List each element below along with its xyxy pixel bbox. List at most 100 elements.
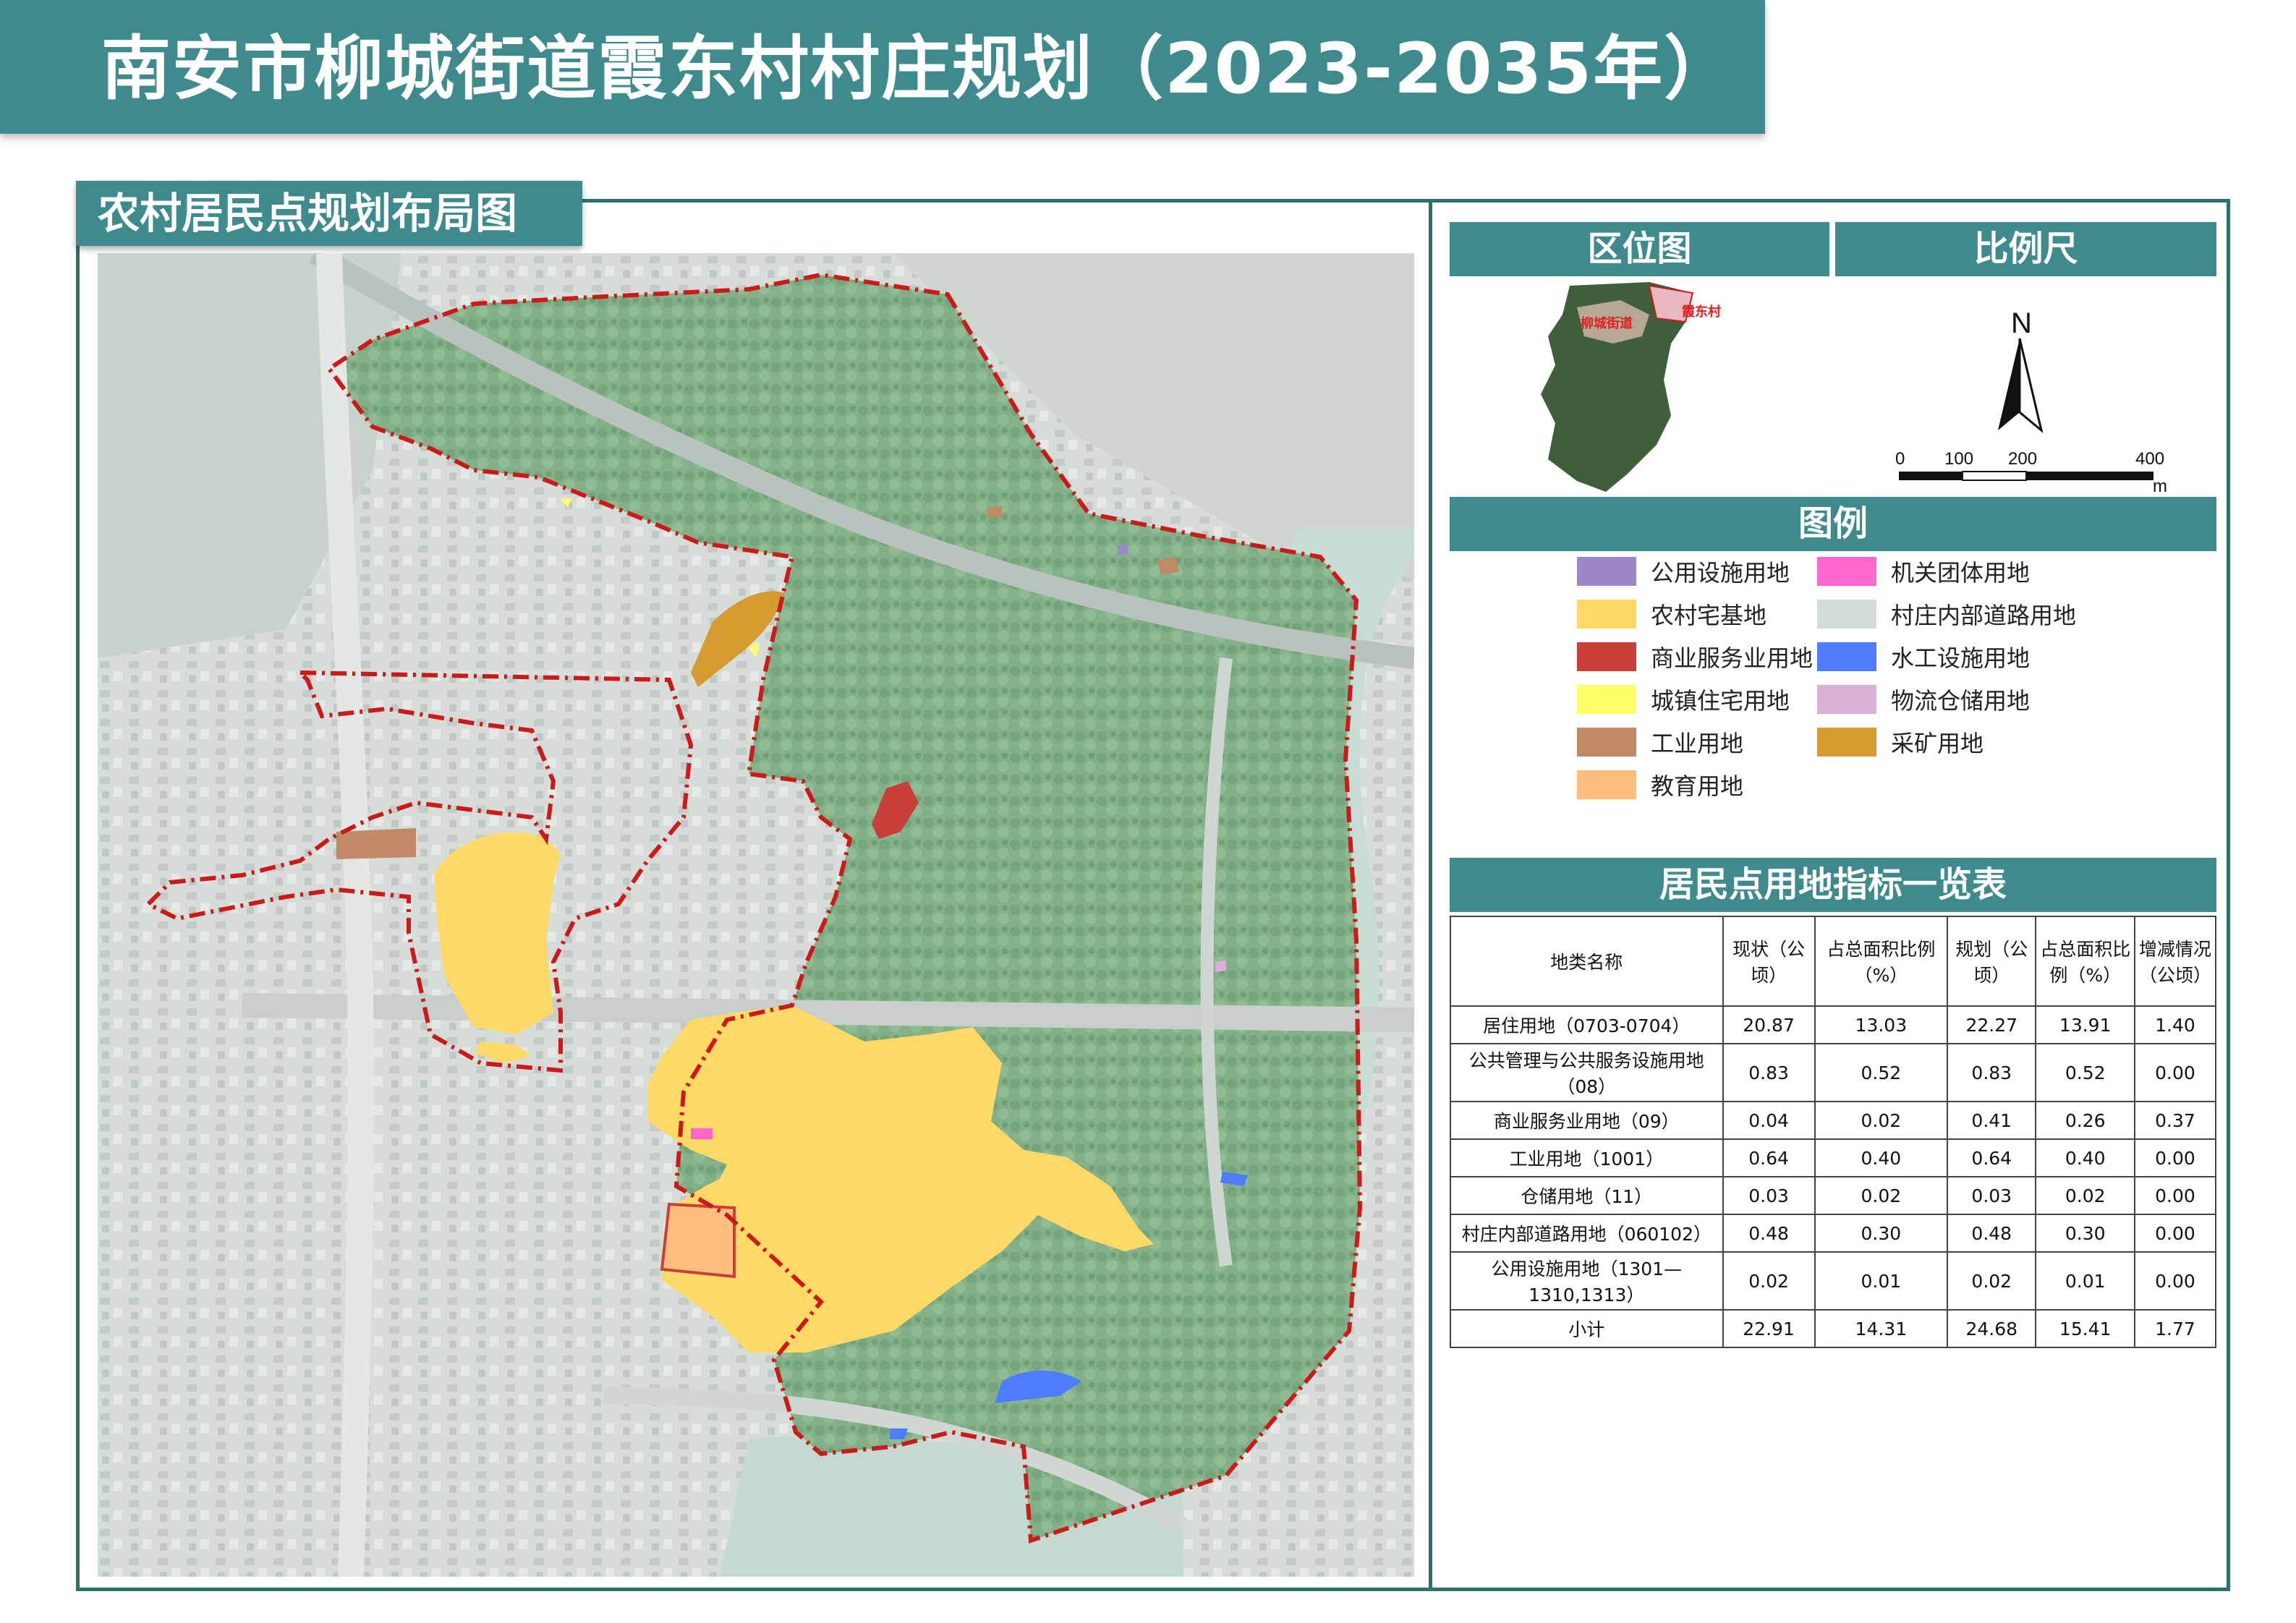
government-land [691,1128,713,1139]
village-boundary-west [144,670,694,1073]
table-cell: 0.00 [2133,1138,2217,1177]
education-land [660,1202,736,1279]
legend-label: 城镇住宅用地 [1651,687,1790,715]
table-cell: 0.30 [1814,1214,1949,1253]
industrial-land [336,828,416,859]
table-row: 公共管理与公共服务设施用地（08） 0.83 0.52 0.83 0.52 0.00 [1450,1043,2217,1102]
table-cell: 商业服务业用地（09） [1450,1101,1724,1140]
village-boundary [326,272,1363,1544]
table-cell: 0.41 [1947,1101,2037,1140]
table-cell: 1.40 [2133,1005,2217,1044]
legend-item: 采矿用地 [1817,724,1984,760]
water-facility-1 [995,1371,1081,1403]
table-cell: 0.64 [1947,1138,2037,1177]
legend-swatch [1577,728,1636,757]
urban-residential [561,498,571,508]
urban-residential-2 [749,644,760,658]
rural-homestead-north [434,832,561,1034]
table-cell: 0.64 [1722,1138,1816,1177]
legend-item: 城镇住宅用地 [1577,681,1790,717]
table-cell: 村庄内部道路用地（060102） [1450,1214,1724,1253]
location-map-village [1648,284,1694,323]
road-east [1200,657,1233,1267]
rural-homestead-north-2 [474,1041,532,1063]
table-row: 村庄内部道路用地（060102） 0.48 0.30 0.48 0.30 0.00 [1450,1214,2217,1253]
legend-item: 村庄内部道路用地 [1817,596,2076,632]
table-cell: 14.31 [1814,1309,1949,1348]
legend-item: 农村宅基地 [1577,596,1766,632]
highway-north [309,253,1414,669]
table-cell: 0.40 [2035,1138,2135,1177]
table-cell: 居住用地（0703-0704） [1450,1005,1724,1044]
table-cell: 0.48 [1947,1214,2037,1253]
table-cell: 22.91 [1722,1309,1816,1348]
table-cell: 20.87 [1722,1005,1816,1044]
legend-label: 采矿用地 [1891,730,1984,757]
table-cell: 小计 [1450,1309,1724,1348]
col-change: 增减情况（公顷） [2133,916,2217,1007]
legend-item: 工业用地 [1577,724,1743,760]
legend-item: 物流仓储用地 [1817,681,2030,717]
table-cell: 0.30 [2035,1214,2135,1253]
highway-middle [242,993,1414,1032]
road-west [316,253,375,1577]
legend-label: 工业用地 [1651,730,1744,757]
table-cell: 0.52 [2035,1043,2135,1102]
north-arrow-icon [1998,338,2020,430]
legend-label: 村庄内部道路用地 [1891,602,2077,629]
table-cell: 0.00 [2133,1251,2217,1311]
page-title: 南安市柳城街道霞东村村庄规划（2023-2035年） [101,28,1735,109]
scale-bar-seg2 [1962,471,2027,481]
table-cell: 0.01 [1814,1251,1949,1311]
table-cell: 0.01 [2035,1251,2135,1311]
legend-label: 公用设施用地 [1651,559,1790,587]
legend-swatch [1577,600,1636,629]
road-south [603,1387,1187,1534]
land-use-map [98,253,1414,1577]
table-cell: 0.40 [1814,1138,1949,1177]
table-cell: 0.00 [2133,1176,2217,1215]
location-label-street: 柳城街道 [1581,315,1633,331]
rural-homestead-south [647,1005,1154,1352]
table-cell: 0.03 [1947,1176,2037,1215]
col-name: 地类名称 [1450,916,1724,1007]
industrial-land-2 [987,506,1002,517]
table-cell: 公用设施用地（1301—1310,1313） [1450,1251,1724,1311]
legend-swatch [1817,557,1876,586]
table-cell: 24.68 [1947,1309,2037,1348]
location-map: 柳城街道 霞东村 [1541,282,1721,492]
legend-swatch [1577,642,1636,671]
table-row: 仓储用地（11） 0.03 0.02 0.03 0.02 0.00 [1450,1176,2217,1215]
legend-label: 农村宅基地 [1651,602,1767,629]
legend-label: 教育用地 [1651,772,1744,800]
scale-tick-0: 0 [1895,449,1905,469]
legend-swatch [1817,728,1876,757]
table-row: 居住用地（0703-0704） 20.87 13.03 22.27 13.91 1.40 [1450,1005,2217,1044]
north-label: N [2011,307,2032,339]
scale-tick-200: 200 [2008,449,2037,469]
scale-unit: m [2153,477,2167,496]
table-row: 小计 22.91 14.31 24.68 15.41 1.77 [1450,1309,2217,1348]
scale-panel: N 0 100 200 400 m [1895,307,2167,496]
legend-label: 物流仓储用地 [1891,687,2031,715]
legend-header: 图例 [1450,497,2216,551]
table-cell: 仓储用地（11） [1450,1176,1724,1215]
table-row: 公用设施用地（1301—1310,1313） 0.02 0.01 0.02 0.01 0.… [1450,1251,2217,1311]
table-cell: 0.02 [1814,1101,1949,1140]
table-cell: 22.27 [1947,1005,2037,1044]
location-label-village: 霞东村 [1682,304,1721,319]
industrial-land-3 [1157,557,1179,575]
map-title: 农村居民点规划布局图 [76,181,582,246]
table-cell: 0.04 [1722,1101,1816,1140]
north-arrow-icon-half [2018,338,2044,434]
legend-item: 机关团体用地 [1817,553,2030,589]
legend-item: 公用设施用地 [1577,553,1790,589]
utility-land [1118,544,1128,555]
table-cell: 0.00 [2133,1214,2217,1253]
table-cell: 0.26 [2035,1101,2135,1140]
table-header-row: 地类名称 现状（公顷） 占总面积比例（%） 规划（公顷） 占总面积比例（%） 增… [1450,916,2217,1007]
table-cell: 0.02 [2035,1176,2135,1215]
legend-item: 商业服务业用地 [1577,639,1813,675]
location-map-urban [1577,300,1649,344]
hillside-east [893,253,1414,579]
